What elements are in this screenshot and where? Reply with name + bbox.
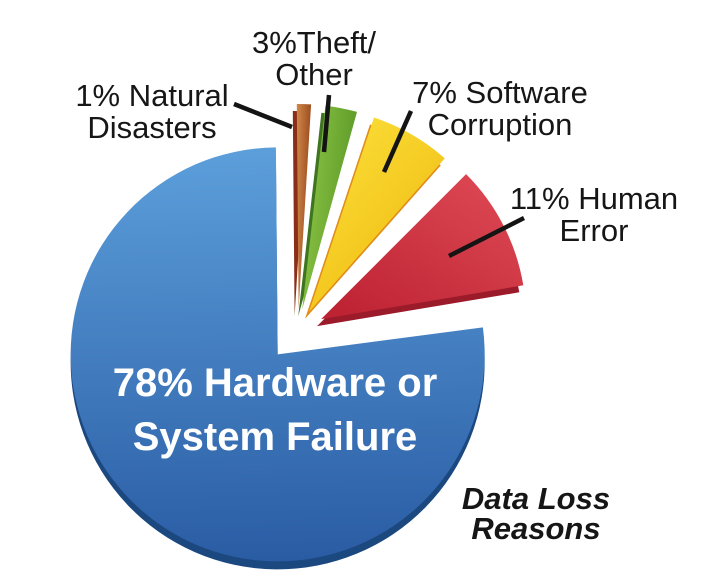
- pie-slice-software-corruption: [309, 117, 445, 312]
- leader-line-theft-other: [321, 94, 332, 153]
- chart-title-line2: Reasons: [471, 511, 601, 546]
- label-natural-disasters: 1% Natural Disasters: [52, 80, 252, 144]
- label-software-corruption: 7% Software Corruption: [395, 77, 605, 141]
- label-theft-other: 3%Theft/ Other: [224, 27, 404, 91]
- leader-line-software-corruption: [381, 110, 414, 173]
- pie-slice-natural-disasters: [296, 103, 312, 309]
- label-human-error: 11% Human Error: [494, 183, 694, 247]
- pie-slice-hardware-or-system-failure: [70, 147, 485, 562]
- chart-title: Data Loss Reasons: [426, 481, 646, 546]
- label-natural-disasters-line2: Disasters: [87, 110, 217, 145]
- label-hardware-line1: 78% Hardware or: [112, 361, 438, 405]
- label-natural-disasters-line1: 1% Natural: [75, 78, 229, 113]
- label-software-corruption-line1: 7% Software: [412, 75, 588, 110]
- label-theft-other-line2: Other: [275, 57, 353, 92]
- leader-line-human-error: [447, 215, 526, 259]
- leader-line-natural-disasters: [233, 101, 293, 130]
- label-human-error-line2: Error: [559, 213, 629, 248]
- pie-slice-human-error: [321, 174, 524, 320]
- label-hardware-system-failure: 78% Hardware or System Failure: [75, 356, 475, 464]
- chart-title-line1: Data Loss: [461, 481, 611, 516]
- label-theft-other-line1: 3%Theft/: [251, 25, 377, 60]
- label-human-error-line1: 11% Human: [509, 181, 679, 216]
- label-hardware-line2: System Failure: [132, 415, 418, 459]
- label-software-corruption-line2: Corruption: [427, 107, 573, 142]
- pie-slice-theft-other: [302, 105, 357, 310]
